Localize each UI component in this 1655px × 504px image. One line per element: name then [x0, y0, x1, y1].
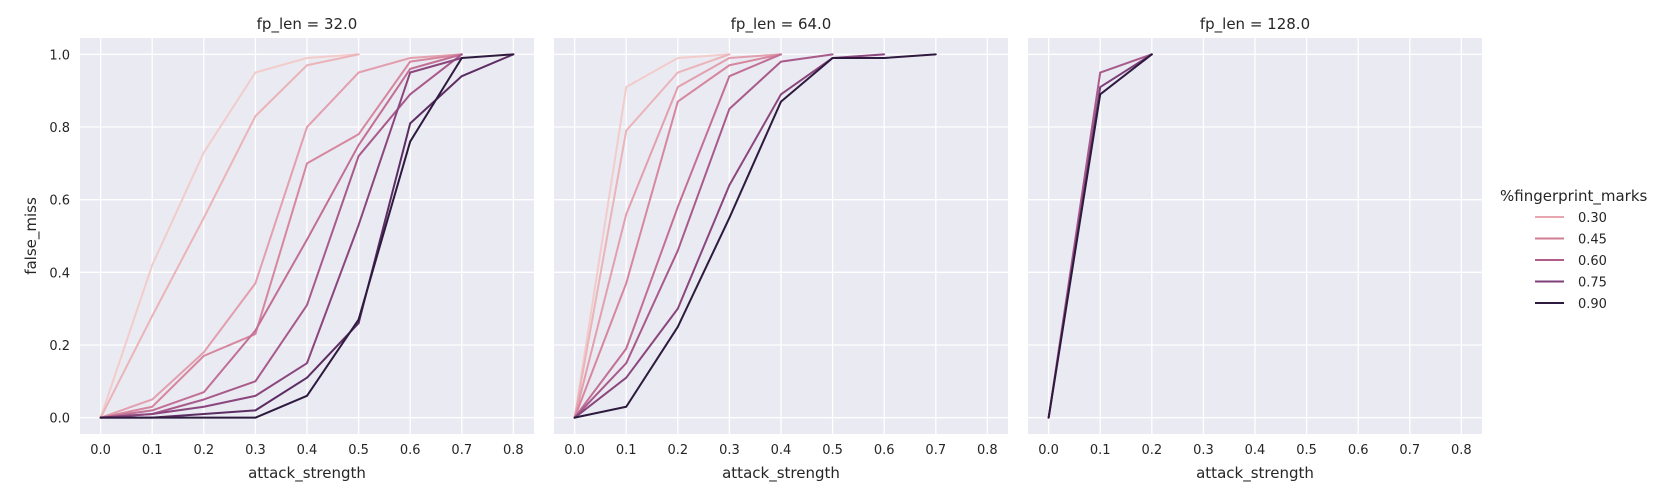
x-tick-label: 0.6: [400, 443, 421, 458]
x-tick-label: 0.1: [1090, 443, 1111, 458]
x-tick-label: 0.5: [348, 443, 369, 458]
legend-label: 0.45: [1578, 233, 1607, 248]
x-tick-label: 0.6: [874, 443, 895, 458]
x-tick-label: 0.8: [1451, 443, 1472, 458]
x-tick-label: 0.4: [297, 443, 318, 458]
legend: %fingerprint_marks 0.30 0.45 0.60 0.75 0.90: [1500, 187, 1648, 312]
facet-panel-2: 0.0 0.1 0.2 0.3 0.4 0.5 0.6 0.7 0.8 attack_streng…: [554, 15, 1008, 483]
x-tick-label: 0.0: [564, 443, 585, 458]
x-axis-title: attack_strength: [722, 464, 840, 483]
y-tick-label: 0.2: [49, 339, 70, 354]
y-tick-label: 0.0: [49, 412, 70, 427]
series-line-6: [573, 53, 834, 419]
x-tick-label: 0.2: [1141, 443, 1162, 458]
x-tick-label: 0.5: [822, 443, 843, 458]
facet-panel-1: 0.0 0.1 0.2 0.3 0.4 0.5 0.6 0.7 0.8 0.0 0.2 0.4 0.6 0…: [22, 15, 534, 483]
x-tick-label: 0.3: [1193, 443, 1214, 458]
legend-label: 0.75: [1578, 276, 1607, 291]
y-axis-title: false_miss: [22, 197, 41, 275]
x-tick-label: 0.1: [616, 443, 637, 458]
legend-label: 0.30: [1578, 211, 1607, 226]
y-tick-label: 0.4: [49, 266, 70, 281]
x-tick-label: 0.8: [977, 443, 998, 458]
series-line-3: [573, 53, 782, 419]
series-line-5: [99, 53, 463, 419]
x-tick-label: 0.0: [90, 443, 111, 458]
facet-panel-3: 0.0 0.1 0.2 0.3 0.4 0.5 0.6 0.7 0.8 attack_streng…: [1028, 15, 1482, 483]
x-tick-label: 0.8: [503, 443, 524, 458]
series-line-2: [99, 53, 360, 419]
x-tick-label: 0.7: [925, 443, 946, 458]
x-tick-label: 0.2: [667, 443, 688, 458]
y-tick-label: 0.8: [49, 121, 70, 136]
legend-title: %fingerprint_marks: [1500, 187, 1648, 206]
y-tick-label: 1.0: [49, 48, 70, 63]
x-tick-label: 0.7: [451, 443, 472, 458]
series-line-3: [1047, 53, 1153, 419]
series-line-2: [573, 53, 731, 419]
series-line-1: [573, 53, 731, 419]
x-tick-label: 0.4: [771, 443, 792, 458]
x-tick-label: 0.4: [1245, 443, 1266, 458]
x-tick-label: 0.5: [1296, 443, 1317, 458]
y-tick-label: 0.6: [49, 194, 70, 209]
x-axis-title: attack_strength: [248, 464, 366, 483]
x-tick-label: 0.7: [1399, 443, 1420, 458]
x-tick-label: 0.3: [245, 443, 266, 458]
panel-title: fp_len = 64.0: [731, 15, 832, 34]
series-line-5: [573, 53, 782, 419]
series-line-7: [99, 56, 463, 419]
series-line-8: [573, 53, 937, 419]
series-line-9: [99, 53, 515, 419]
x-tick-label: 0.1: [142, 443, 163, 458]
panel-title: fp_len = 32.0: [257, 15, 358, 34]
series-line-4: [573, 53, 782, 419]
x-tick-label: 0.3: [719, 443, 740, 458]
series-line-3: [99, 53, 463, 419]
series-line-4: [99, 53, 463, 419]
x-tick-label: 0.2: [193, 443, 214, 458]
legend-label: 0.60: [1578, 254, 1607, 269]
series-line-8: [99, 53, 515, 419]
legend-label: 0.90: [1578, 297, 1607, 312]
panel-title: fp_len = 128.0: [1200, 15, 1310, 34]
x-tick-label: 0.6: [1348, 443, 1369, 458]
x-tick-label: 0.0: [1038, 443, 1059, 458]
series-line-6: [99, 53, 463, 419]
x-axis-title: attack_strength: [1196, 464, 1314, 483]
series-line-1: [99, 53, 360, 419]
